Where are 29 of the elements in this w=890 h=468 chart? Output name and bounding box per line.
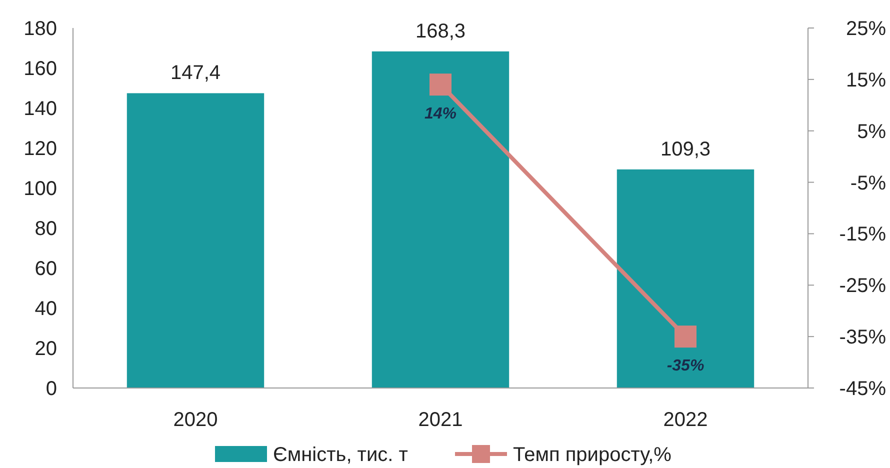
y-tick-label: 120 [24,138,57,160]
y2-tick-label: 15% [846,69,886,92]
data-label: 147,4 [170,62,221,84]
y-tick-label: 160 [24,58,57,80]
bar [126,93,264,388]
x-tick-label: 2022 [663,409,708,431]
y-tick-label: 100 [24,178,57,200]
y-tick-label: 140 [24,98,57,120]
y-tick-label: 20 [34,338,57,360]
legend-label: Темп приросту,% [513,444,672,466]
y2-tick-label: 5% [857,120,886,143]
y2-tick-label: -5% [850,172,886,194]
y2-tick-label: -45% [839,378,886,400]
legend-label: Ємність, тис. т [273,444,408,466]
data-label: -35% [666,358,704,375]
y-tick-label: 60 [34,258,57,280]
y-tick-label: 80 [34,218,57,240]
y2-tick-label: 25% [846,18,886,40]
y2-tick-label: -35% [839,326,886,349]
y-tick-label: 180 [24,18,57,40]
y-tick-label: 0 [46,378,57,400]
y2-tick-label: -25% [839,275,886,298]
data-label: 168,3 [415,20,466,42]
y2-tick-label: -15% [839,224,886,246]
y-tick-label: 40 [34,298,57,320]
data-label: 109,3 [660,138,711,160]
x-tick-label: 2020 [173,409,218,431]
data-label: 14% [424,106,457,123]
x-tick-label: 2021 [418,409,463,431]
